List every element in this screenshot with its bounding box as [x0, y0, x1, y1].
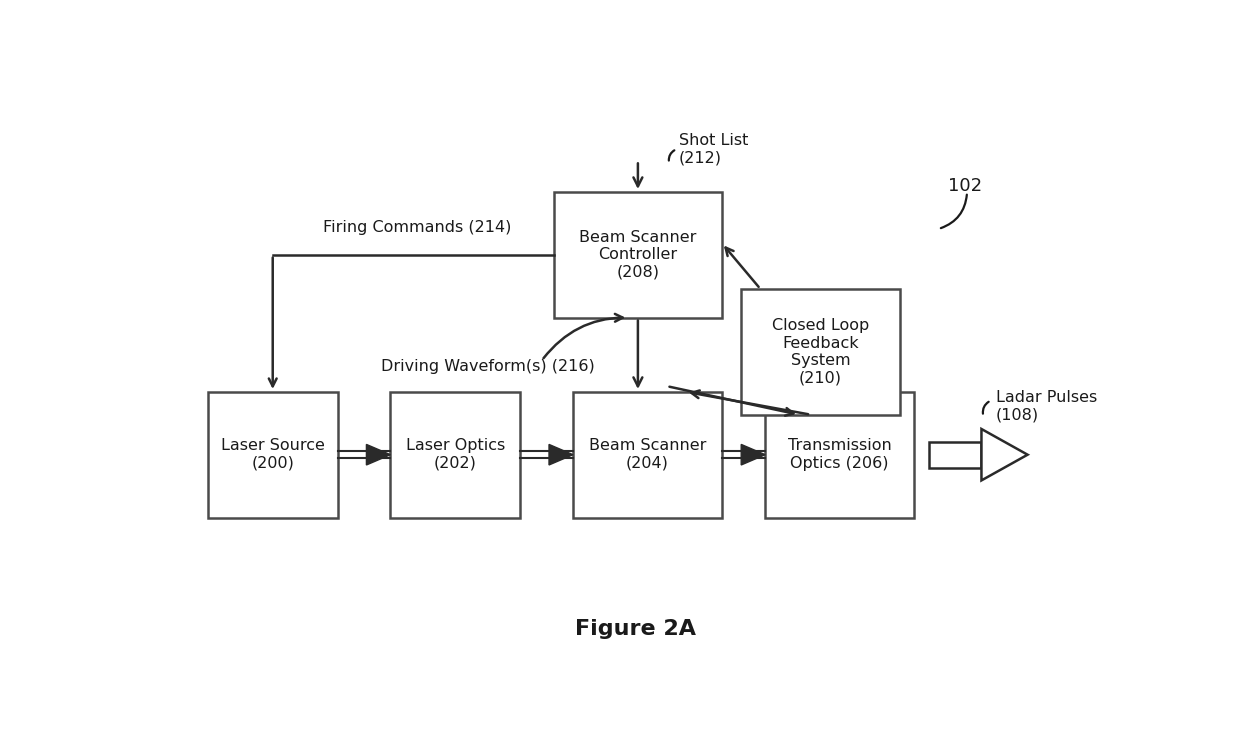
FancyBboxPatch shape: [208, 392, 337, 518]
FancyBboxPatch shape: [742, 289, 900, 415]
Text: Ladar Pulses
(108): Ladar Pulses (108): [996, 390, 1097, 422]
Text: Transmission
Optics (206): Transmission Optics (206): [787, 439, 892, 471]
Polygon shape: [549, 444, 573, 465]
Polygon shape: [982, 429, 1028, 480]
FancyBboxPatch shape: [573, 392, 722, 518]
Text: Beam Scanner
(204): Beam Scanner (204): [589, 439, 707, 471]
Text: Firing Commands (214): Firing Commands (214): [324, 220, 512, 234]
Text: Driving Waveform(s) (216): Driving Waveform(s) (216): [381, 358, 595, 374]
FancyBboxPatch shape: [929, 441, 982, 467]
Text: Beam Scanner
Controller
(208): Beam Scanner Controller (208): [579, 230, 697, 280]
Text: 102: 102: [947, 177, 982, 195]
FancyBboxPatch shape: [765, 392, 914, 518]
Text: Laser Optics
(202): Laser Optics (202): [405, 439, 505, 471]
Text: Laser Source
(200): Laser Source (200): [221, 439, 325, 471]
Polygon shape: [367, 444, 391, 465]
Text: Closed Loop
Feedback
System
(210): Closed Loop Feedback System (210): [771, 318, 869, 385]
FancyBboxPatch shape: [554, 192, 722, 318]
FancyBboxPatch shape: [391, 392, 521, 518]
Text: Figure 2A: Figure 2A: [575, 619, 696, 639]
Polygon shape: [742, 444, 765, 465]
Text: Shot List
(212): Shot List (212): [678, 133, 748, 165]
